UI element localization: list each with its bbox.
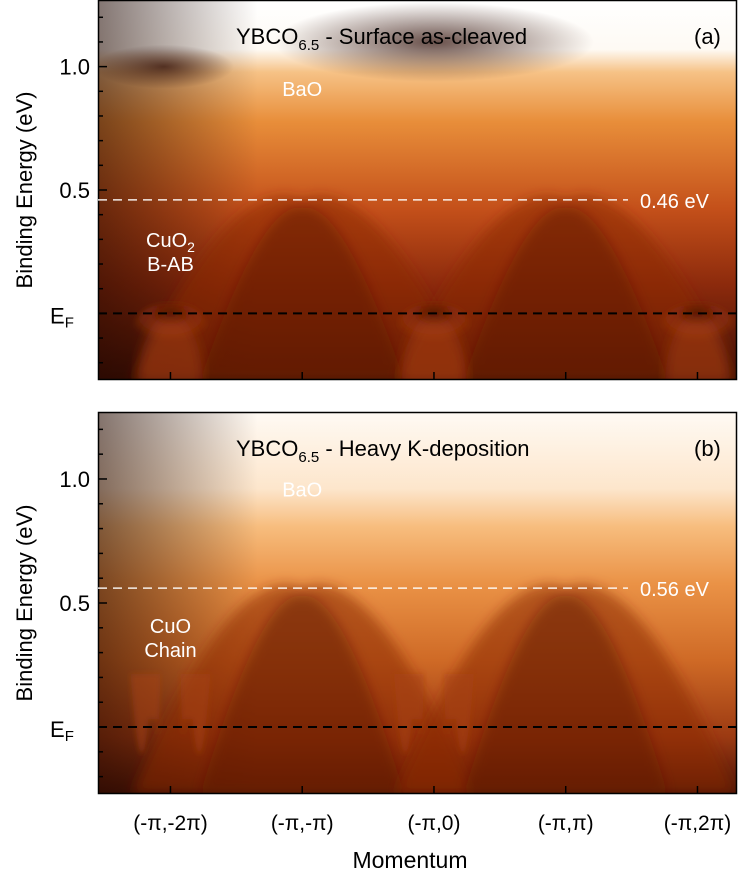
annotation-bao: BaO [282,79,322,101]
x-tick-label: (-π,0) [407,812,460,835]
fermi-level-label: EF [50,717,74,745]
annotation-cuo: Chain [144,640,196,662]
band-chain-right [180,674,211,755]
band-pocket-tail [665,313,730,380]
panel-title: YBCO6.5 - Heavy K-deposition [236,436,530,466]
band-pocket-tail [138,313,203,380]
band-chain-right [443,674,474,755]
panel-b-bands [130,584,736,794]
x-tick-label: (-π,-2π) [133,812,207,835]
annotation-cuo: CuO [150,616,191,638]
annotation-bao: BaO [282,479,322,501]
y-tick-label: 0.5 [59,178,90,203]
x-axis-label: Momentum [352,847,467,873]
x-tick-label: (-π,-π) [271,812,334,835]
band-core [200,595,405,794]
x-tick-label: (-π,2π) [664,812,731,835]
band-chain-left [130,674,161,755]
reference-line-label: 0.46 eV [640,191,710,213]
y-axis-label: Binding Energy (eV) [12,92,37,289]
deep-feature-center [273,1,594,82]
panel-label: (b) [694,436,721,461]
panel-label: (a) [694,24,721,49]
fermi-level-label: EF [50,303,74,331]
deep-feature-left [98,44,234,89]
band-core [463,595,668,794]
y-tick-label: 0.5 [59,591,90,616]
band-core [200,207,405,380]
x-tick-label: (-π,π) [538,812,594,835]
band-pocket-tail [401,313,467,380]
panel-title: YBCO6.5 - Surface as-cleaved [236,24,527,54]
reference-line-label: 0.56 eV [640,579,710,601]
band-chain-left [393,674,424,755]
annotation-cuo2: CuO2 [146,230,195,255]
annotation-cuo2: B-AB [147,254,194,276]
band-core [463,207,668,380]
y-tick-label: 1.0 [59,55,90,80]
y-tick-label: 1.0 [59,467,90,492]
y-axis-label: Binding Energy (eV) [12,505,37,702]
panel-a-bands [98,1,736,380]
